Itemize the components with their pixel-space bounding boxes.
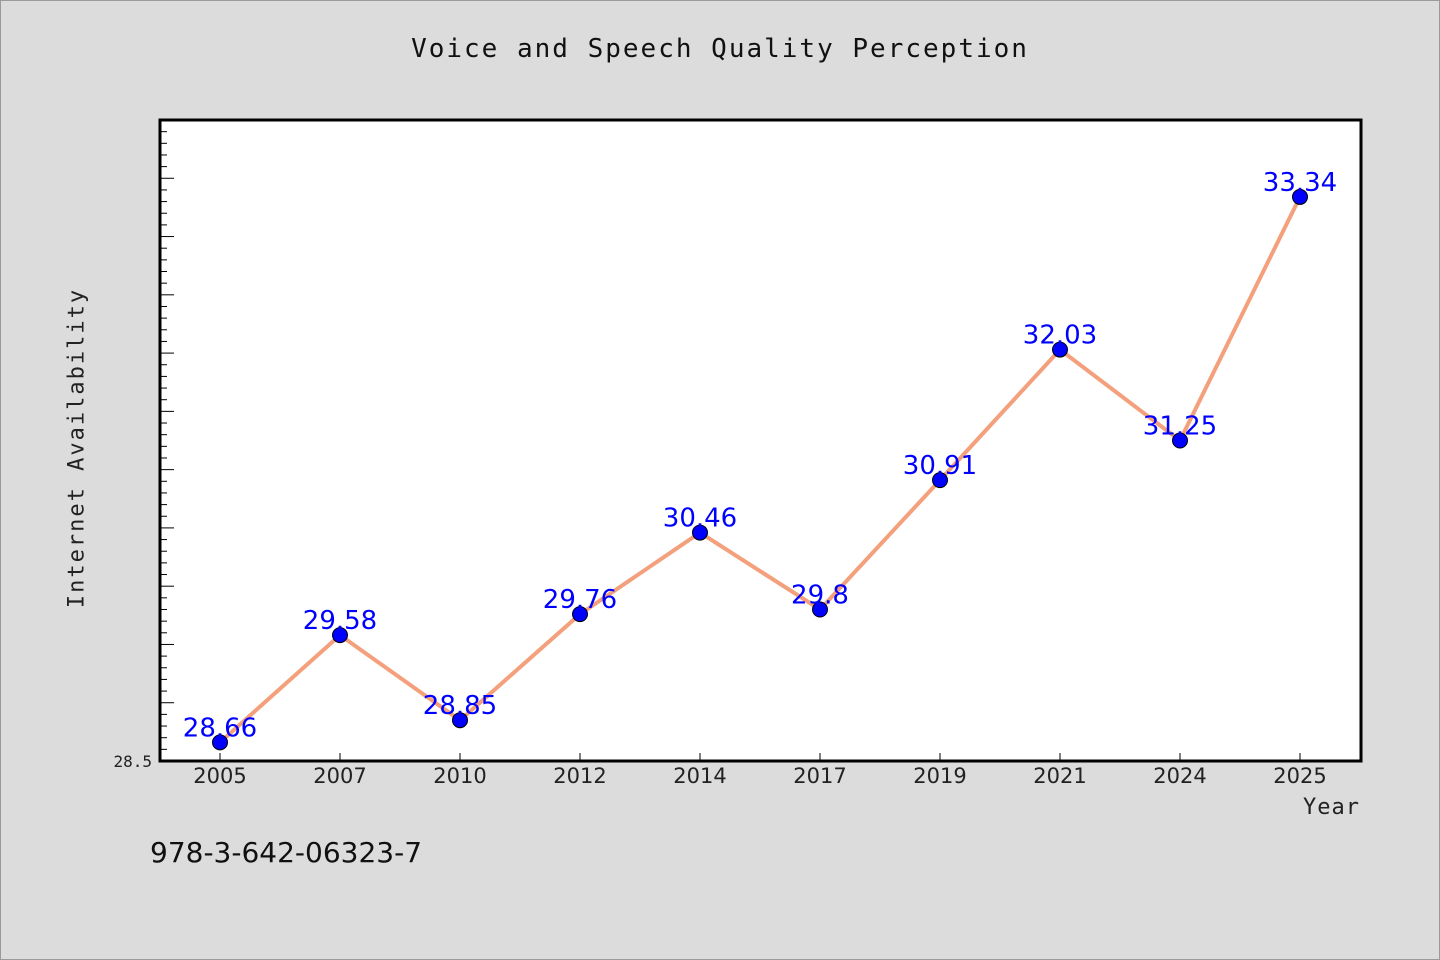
data-point — [332, 627, 348, 644]
x-tick-label: 2007 — [313, 764, 366, 788]
data-label: 33.34 — [1263, 168, 1337, 198]
data-point — [932, 472, 948, 489]
data-label: 30.91 — [903, 451, 977, 481]
plot-border — [158, 118, 1363, 763]
chart-title: Voice and Speech Quality Perception — [411, 34, 1029, 64]
y-tick-label: 28.5 — [113, 752, 152, 771]
x-tick-label: 2019 — [913, 764, 966, 788]
data-label: 31.25 — [1143, 412, 1217, 442]
data-label: 29.58 — [303, 606, 377, 636]
isbn-text: 978-3-642-06323-7 — [150, 836, 423, 869]
data-label: 29.76 — [543, 585, 617, 615]
data-label: 32.03 — [1023, 321, 1097, 351]
data-point — [1292, 188, 1308, 205]
data-label: 28.85 — [423, 691, 497, 721]
data-label: 28.66 — [183, 713, 257, 743]
data-point — [452, 712, 468, 729]
x-axis-label: Year — [1303, 795, 1360, 820]
series-line — [218, 194, 1302, 745]
data-point — [692, 524, 708, 541]
data-point — [1172, 432, 1188, 449]
data-point — [1052, 341, 1068, 358]
data-label: 29.8 — [791, 580, 849, 610]
x-tick-label: 2021 — [1033, 764, 1086, 788]
x-tick-label: 2012 — [553, 764, 606, 788]
plot-area — [160, 120, 1361, 761]
data-label: 30.46 — [663, 504, 737, 534]
x-tick-label: 2014 — [673, 764, 726, 788]
data-point — [812, 601, 828, 618]
data-point — [212, 734, 228, 751]
x-tick-label: 2005 — [193, 764, 246, 788]
data-point — [572, 606, 588, 623]
x-tick-label: 2017 — [793, 764, 846, 788]
x-tick-label: 2025 — [1273, 764, 1326, 788]
x-tick-label: 2010 — [433, 764, 486, 788]
x-tick-label: 2024 — [1153, 764, 1206, 788]
